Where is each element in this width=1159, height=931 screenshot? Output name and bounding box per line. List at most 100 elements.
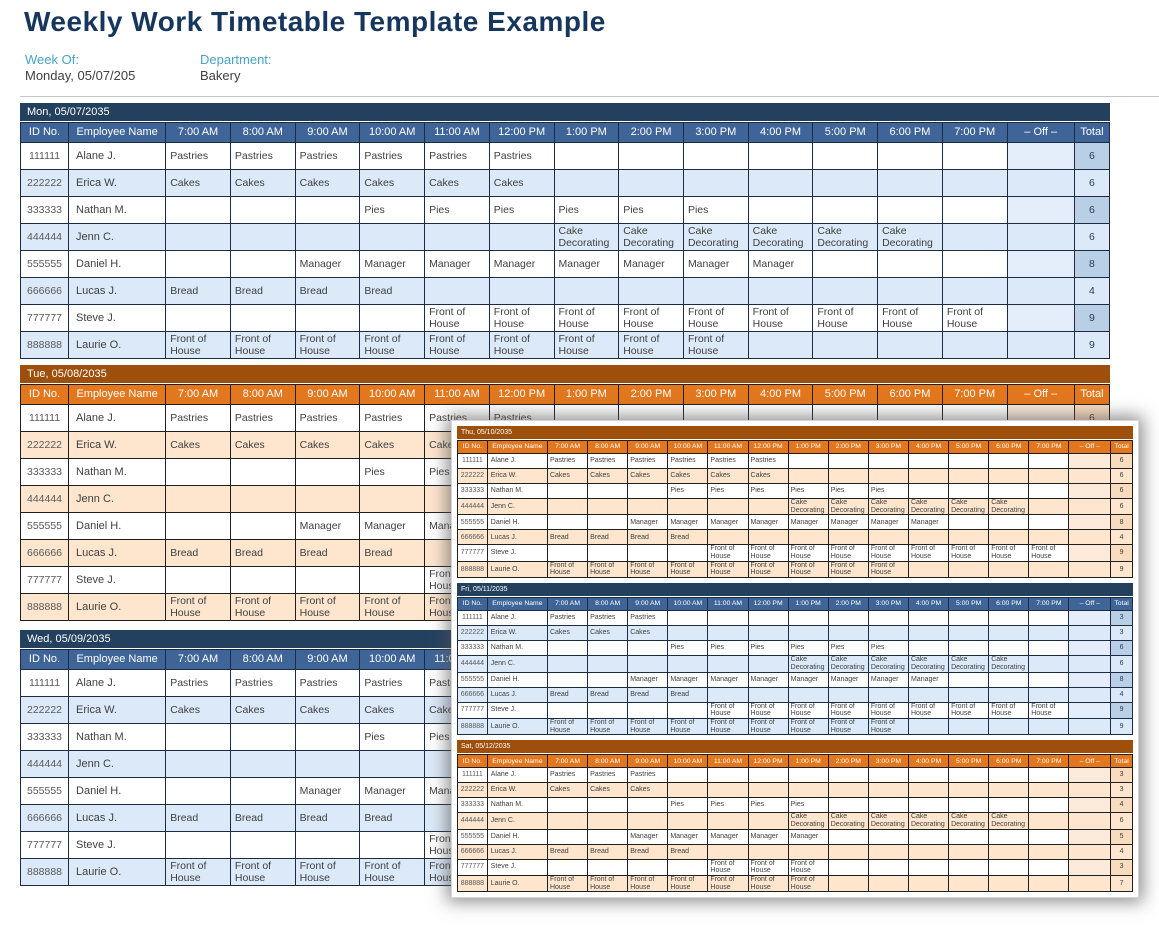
shift-cell bbox=[867, 529, 909, 546]
shift-cell bbox=[359, 222, 426, 252]
total-cell: 6 bbox=[1110, 483, 1133, 499]
off-cell bbox=[1006, 304, 1075, 333]
shift-cell bbox=[907, 610, 950, 627]
shift-cell bbox=[787, 843, 829, 860]
column-header: 3:00 PM bbox=[867, 597, 909, 612]
shift-cell: Front of House bbox=[1028, 544, 1070, 562]
shift-cell bbox=[359, 484, 426, 514]
shift-cell: Cakes bbox=[627, 782, 669, 799]
shift-cell bbox=[827, 610, 869, 627]
id-cell: 777777 bbox=[457, 544, 488, 562]
shift-cell bbox=[941, 169, 1008, 197]
id-cell: 555555 bbox=[457, 514, 488, 531]
shift-cell bbox=[941, 277, 1008, 306]
shift-cell: Bread bbox=[294, 277, 361, 306]
shift-cell bbox=[587, 514, 629, 531]
shift-cell bbox=[787, 767, 829, 784]
shift-cell: Bread bbox=[667, 529, 709, 546]
shift-cell bbox=[627, 858, 669, 877]
shift-cell bbox=[907, 640, 950, 657]
shift-cell bbox=[948, 483, 990, 499]
shift-cell bbox=[988, 767, 1030, 784]
shift-cell bbox=[907, 858, 950, 877]
shift-cell: Cakes bbox=[587, 468, 629, 484]
shift-cell: Front of House bbox=[627, 874, 669, 893]
shift-cell bbox=[359, 566, 426, 595]
column-header: 7:00 AM bbox=[546, 597, 589, 612]
shift-cell: Manager bbox=[488, 250, 555, 279]
column-header: 6:00 PM bbox=[988, 754, 1030, 769]
column-header: 10:00 AM bbox=[667, 440, 709, 454]
id-cell: 111111 bbox=[457, 767, 488, 784]
shift-cell bbox=[587, 640, 629, 657]
shift-cell: Pastries bbox=[707, 453, 749, 469]
shift-cell: Manager bbox=[627, 828, 669, 845]
shift-cell bbox=[294, 484, 361, 514]
shift-cell bbox=[787, 529, 829, 546]
shift-cell: Manager bbox=[424, 250, 490, 279]
shift-cell: Cake Decorating bbox=[827, 497, 869, 516]
shift-cell: Front of House bbox=[707, 560, 749, 579]
shift-cell: Front of House bbox=[294, 593, 361, 622]
shift-cell bbox=[1028, 497, 1070, 516]
shift-cell bbox=[1028, 529, 1070, 546]
column-header: 6:00 PM bbox=[877, 384, 943, 405]
shift-cell bbox=[948, 797, 990, 814]
employee-name-cell: Lucas J. bbox=[486, 529, 548, 546]
id-cell: 777777 bbox=[19, 304, 70, 333]
shift-cell bbox=[1028, 640, 1070, 657]
shift-cell bbox=[546, 514, 589, 531]
id-cell: 888888 bbox=[19, 593, 70, 622]
shift-cell: Front of House bbox=[877, 304, 943, 333]
shift-cell: Pastries bbox=[747, 453, 789, 469]
shift-cell: Bread bbox=[165, 539, 231, 568]
shift-cell: Pastries bbox=[546, 767, 589, 784]
shift-cell bbox=[165, 566, 231, 595]
column-header: ID No. bbox=[457, 440, 488, 454]
shift-cell bbox=[587, 544, 629, 562]
total-cell: 9 bbox=[1110, 701, 1133, 719]
total-cell: 6 bbox=[1073, 196, 1111, 224]
column-header: 4:00 PM bbox=[907, 597, 950, 612]
shift-cell: Manager bbox=[867, 514, 909, 531]
shift-cell: Front of House bbox=[812, 304, 879, 333]
column-header: 10:00 AM bbox=[359, 649, 426, 670]
column-header: 7:00 PM bbox=[1028, 440, 1070, 454]
shift-cell bbox=[948, 767, 990, 784]
employee-name-cell: Steve J. bbox=[68, 566, 167, 595]
shift-cell bbox=[867, 767, 909, 784]
shift-cell: Cake Decorating bbox=[827, 812, 869, 830]
shift-cell: Pies bbox=[787, 483, 829, 499]
shift-cell bbox=[587, 858, 629, 877]
shift-cell bbox=[1028, 671, 1070, 688]
shift-cell bbox=[1028, 767, 1070, 784]
shift-cell bbox=[294, 196, 361, 224]
employee-name-cell: Erica W. bbox=[68, 431, 167, 459]
employee-name-cell: Lucas J. bbox=[486, 843, 548, 860]
shift-cell: Front of House bbox=[546, 560, 589, 579]
id-cell: 444444 bbox=[457, 655, 488, 673]
shift-cell: Pies bbox=[867, 483, 909, 499]
shift-cell bbox=[827, 686, 869, 703]
id-cell: 444444 bbox=[457, 497, 488, 516]
shift-cell bbox=[229, 484, 296, 514]
id-cell: 222222 bbox=[457, 782, 488, 799]
off-cell bbox=[1006, 142, 1075, 170]
shift-cell bbox=[948, 468, 990, 484]
day-section-saturday: Sat, 05/12/2035 ID No. Employee Name 7:00 A… bbox=[457, 740, 1133, 893]
shift-cell bbox=[867, 610, 909, 627]
shift-cell: Manager bbox=[618, 250, 684, 279]
shift-cell bbox=[812, 142, 879, 170]
shift-cell: Front of House bbox=[707, 701, 749, 719]
id-cell: 111111 bbox=[19, 669, 70, 697]
shift-cell bbox=[1028, 610, 1070, 627]
shift-cell: Manager bbox=[867, 671, 909, 688]
shift-cell: Bread bbox=[229, 277, 296, 306]
shift-cell: Front of House bbox=[229, 593, 296, 622]
shift-cell bbox=[747, 767, 789, 784]
